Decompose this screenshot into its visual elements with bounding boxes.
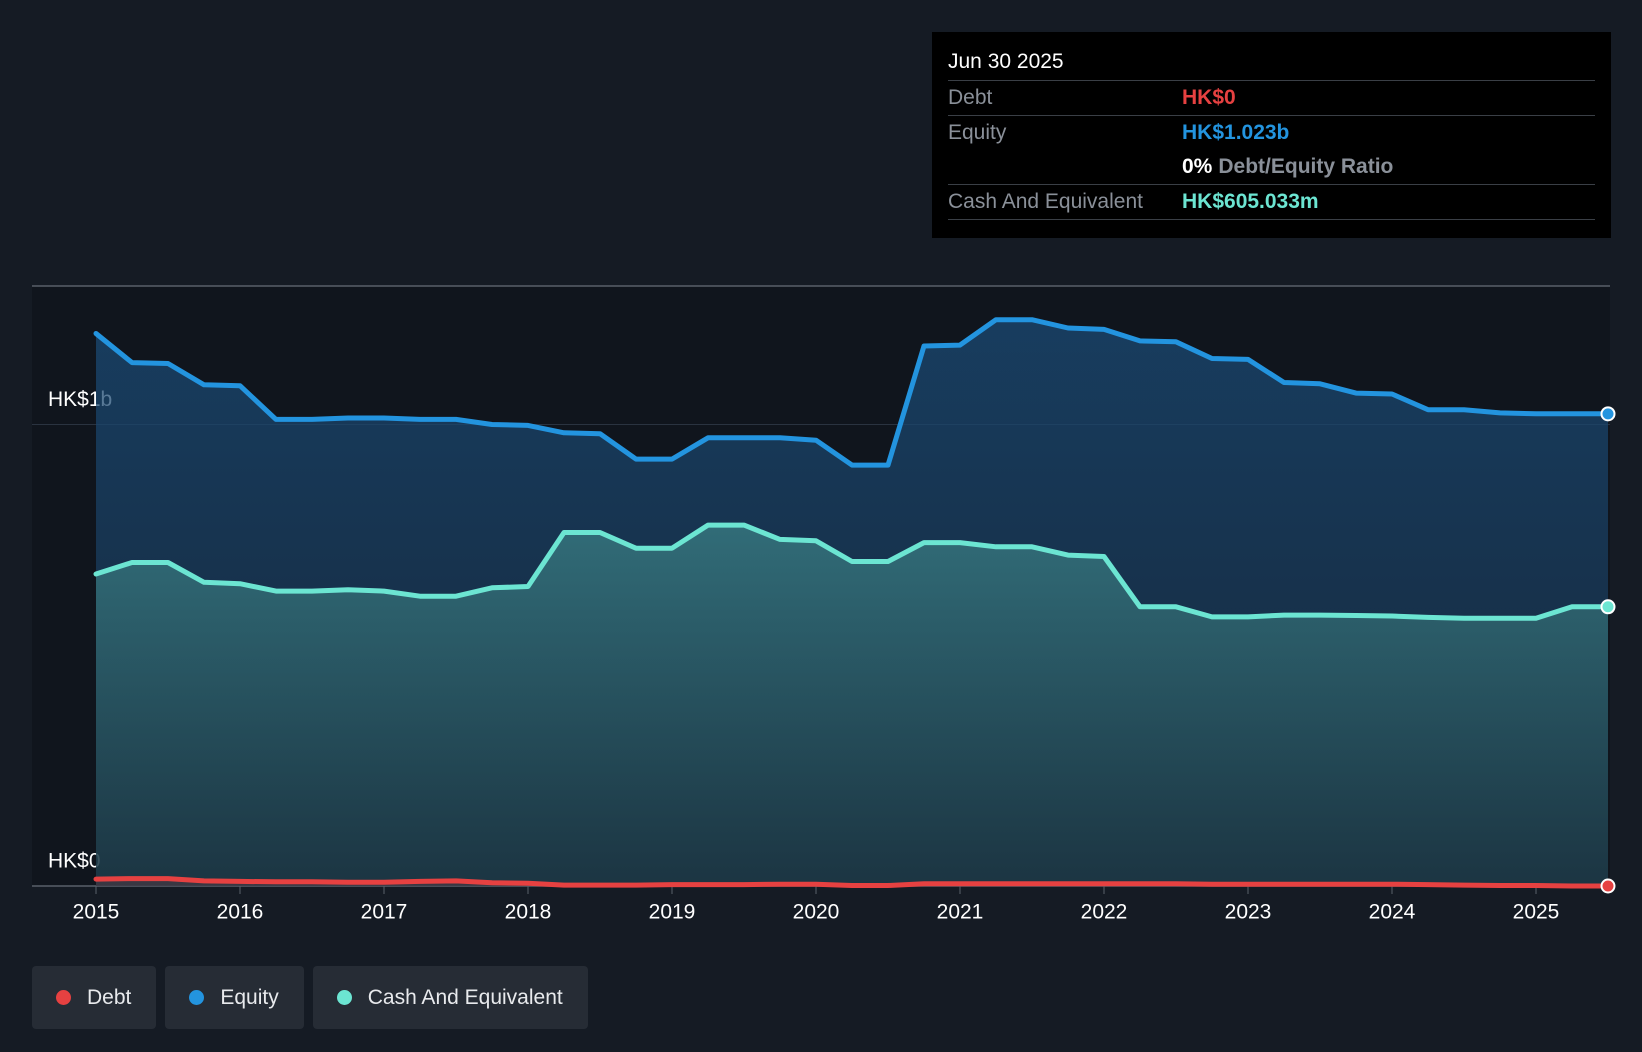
tooltip-label: Cash And Equivalent xyxy=(948,190,1182,214)
x-tick-label: 2025 xyxy=(1513,901,1560,924)
legend: Debt Equity Cash And Equivalent xyxy=(32,966,588,1029)
tooltip-row: Cash And EquivalentHK$605.033m xyxy=(948,184,1595,220)
x-tick-label: 2024 xyxy=(1369,901,1416,924)
tooltip-note: Debt/Equity Ratio xyxy=(1218,155,1393,179)
tooltip: Jun 30 2025 DebtHK$0 EquityHK$1.023b 0%D… xyxy=(932,32,1611,238)
tooltip-row: DebtHK$0 xyxy=(948,80,1595,115)
tooltip-row: 0%Debt/Equity Ratio xyxy=(948,150,1595,184)
x-tick-label: 2023 xyxy=(1225,901,1272,924)
x-tick-label: 2015 xyxy=(73,901,120,924)
legend-label: Cash And Equivalent xyxy=(368,986,563,1010)
legend-label: Debt xyxy=(87,986,131,1010)
end-point xyxy=(1602,880,1615,893)
legend-swatch xyxy=(189,990,204,1005)
tooltip-date: Jun 30 2025 xyxy=(948,44,1595,80)
tooltip-value: HK$605.033m xyxy=(1182,190,1319,214)
legend-label: Equity xyxy=(220,986,278,1010)
x-tick-label: 2016 xyxy=(217,901,264,924)
x-tick-label: 2020 xyxy=(793,901,840,924)
x-tick-label: 2021 xyxy=(937,901,984,924)
y-tick-label: HK$0 xyxy=(48,850,101,873)
legend-swatch xyxy=(337,990,352,1005)
legend-item[interactable]: Equity xyxy=(165,966,303,1029)
legend-item[interactable]: Cash And Equivalent xyxy=(313,966,588,1029)
tooltip-label: Equity xyxy=(948,121,1182,145)
tooltip-label: Debt xyxy=(948,86,1182,110)
tooltip-value: HK$0 xyxy=(1182,86,1236,110)
x-tick-label: 2022 xyxy=(1081,901,1128,924)
x-tick-label: 2019 xyxy=(649,901,696,924)
end-point xyxy=(1602,407,1615,420)
tooltip-value: 0% xyxy=(1182,155,1212,179)
x-tick-label: 2018 xyxy=(505,901,552,924)
legend-swatch xyxy=(56,990,71,1005)
end-point xyxy=(1602,600,1615,613)
x-tick-label: 2017 xyxy=(361,901,408,924)
tooltip-value: HK$1.023b xyxy=(1182,121,1289,145)
legend-item[interactable]: Debt xyxy=(32,966,156,1029)
tooltip-row: EquityHK$1.023b xyxy=(948,115,1595,150)
